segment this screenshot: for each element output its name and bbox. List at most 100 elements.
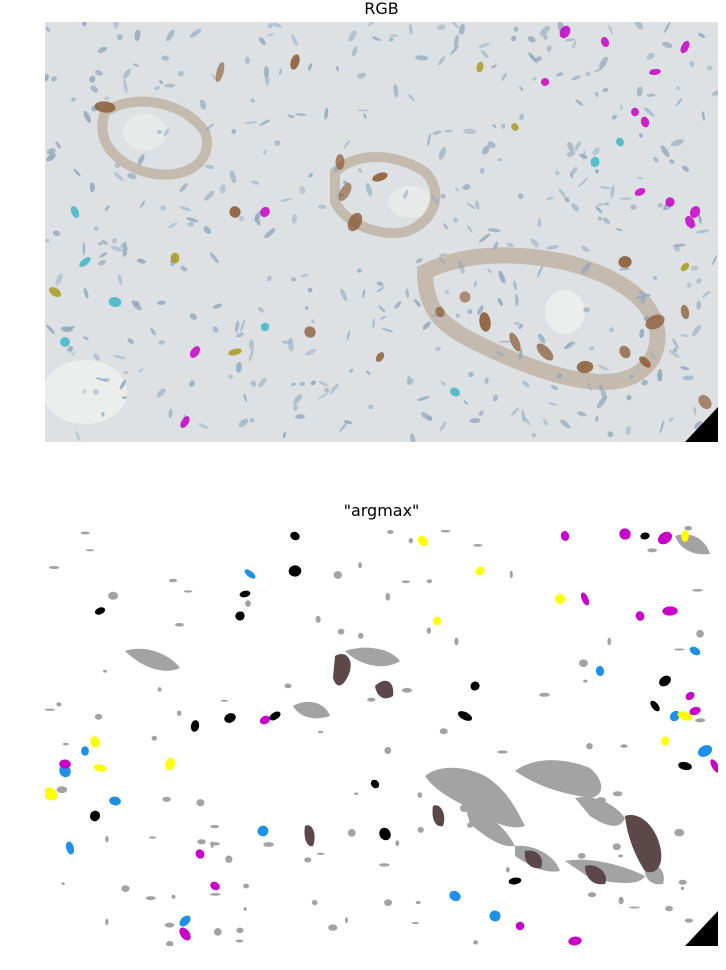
nucleus-mark <box>82 389 87 394</box>
class-dot <box>379 827 391 841</box>
gray-dot <box>440 529 451 533</box>
nucleus-mark <box>698 32 706 39</box>
nucleus-mark <box>307 287 313 293</box>
nucleus-mark <box>673 245 681 253</box>
nucleus-mark <box>238 418 249 428</box>
nucleus-mark <box>282 431 287 439</box>
class-dot <box>179 927 191 941</box>
nucleus-mark <box>204 190 215 201</box>
nucleus-mark <box>266 33 275 37</box>
class-dot <box>259 715 271 725</box>
gray-dot <box>45 708 56 711</box>
nucleus-mark <box>583 307 590 313</box>
nucleus-mark <box>653 156 659 163</box>
nucleus-mark <box>680 366 690 371</box>
nucleus-mark <box>408 23 413 35</box>
nucleus-mark <box>333 167 338 173</box>
nucleus-mark <box>134 300 140 307</box>
gray-dot <box>210 824 219 829</box>
nucleus-mark <box>484 377 489 385</box>
gray-dot <box>583 679 588 683</box>
gray-dot <box>411 921 420 925</box>
nucleus-mark <box>657 203 663 208</box>
nucleus-mark <box>154 86 160 90</box>
nucleus-mark <box>198 423 209 429</box>
gland-lumen-3 <box>388 186 432 218</box>
nucleus-mark <box>311 319 315 324</box>
nucleus-mark <box>98 259 106 266</box>
nucleus-mark <box>52 230 61 237</box>
class-dot <box>224 713 236 723</box>
nucleus-mark <box>539 25 550 36</box>
gray-dot <box>401 687 413 693</box>
nucleus-mark <box>694 421 703 430</box>
nucleus-mark <box>127 172 137 180</box>
nucleus-mark <box>82 22 87 27</box>
nucleus-mark <box>501 72 507 81</box>
nucleus-mark <box>367 22 377 27</box>
class-dot <box>210 881 220 891</box>
nucleus-mark <box>236 332 244 338</box>
nucleus-mark <box>368 404 374 410</box>
nucleus-mark <box>267 275 272 282</box>
nucleus-mark <box>295 414 306 420</box>
nucleus-mark <box>450 44 460 56</box>
nucleus-mark <box>668 416 674 422</box>
nucleus-mark <box>663 22 671 33</box>
nucleus-mark <box>243 393 247 403</box>
nucleus-mark <box>463 128 477 135</box>
nucleus-mark <box>491 64 497 69</box>
gray-dot <box>236 927 244 934</box>
nucleus-mark <box>523 416 531 426</box>
gray-dot <box>243 907 247 911</box>
gray-dot <box>539 692 550 697</box>
nucleus-mark <box>235 361 242 373</box>
panel-title-argmax: "argmax" <box>343 501 420 520</box>
nucleus-mark <box>599 56 608 69</box>
nucleus-mark <box>636 176 644 180</box>
nucleus-mark <box>45 73 49 82</box>
class-dot <box>90 736 100 748</box>
nucleus-mark <box>477 305 484 315</box>
nucleus-mark <box>137 154 145 166</box>
nucleus-mark <box>597 216 603 221</box>
nucleus-mark <box>324 387 330 393</box>
nucleus-mark <box>567 141 574 152</box>
nucleus-mark <box>138 368 144 373</box>
nucleus-mark <box>343 139 351 149</box>
gray-dot <box>235 939 244 943</box>
nucleus-mark <box>543 34 548 40</box>
gray-dot <box>151 735 158 741</box>
nucleus-mark <box>542 418 549 426</box>
nucleus-mark <box>609 327 614 333</box>
nucleus-mark <box>179 206 192 212</box>
nucleus-mark <box>127 338 134 345</box>
nucleus-mark <box>95 377 109 382</box>
nucleus-mark <box>189 28 202 38</box>
nucleus-mark <box>212 303 223 309</box>
gray-dot <box>105 835 109 843</box>
gray-dot <box>311 899 318 906</box>
nucleus-mark <box>587 381 592 392</box>
nucleus-mark <box>455 313 460 318</box>
nucleus-mark <box>453 217 458 223</box>
nucleus-mark <box>417 396 430 401</box>
gray-dot <box>417 792 423 798</box>
nucleus-mark <box>531 432 537 438</box>
brown-cell-mark <box>94 101 116 113</box>
nucleus-mark <box>251 180 260 185</box>
nucleus-mark <box>581 262 591 274</box>
nucleus-mark <box>640 295 646 304</box>
class-dot <box>685 691 695 701</box>
nucleus-mark <box>564 196 570 203</box>
nucleus-mark <box>161 55 170 61</box>
nucleus-mark <box>679 333 689 337</box>
nucleus-mark <box>682 165 690 172</box>
nucleus-mark <box>697 212 702 225</box>
nucleus-mark <box>366 370 371 376</box>
nucleus-mark <box>594 169 600 174</box>
nucleus-mark <box>618 268 631 271</box>
colored-cell-mark <box>170 252 180 264</box>
gray-dot <box>196 799 205 807</box>
colored-cell-mark <box>685 216 695 228</box>
